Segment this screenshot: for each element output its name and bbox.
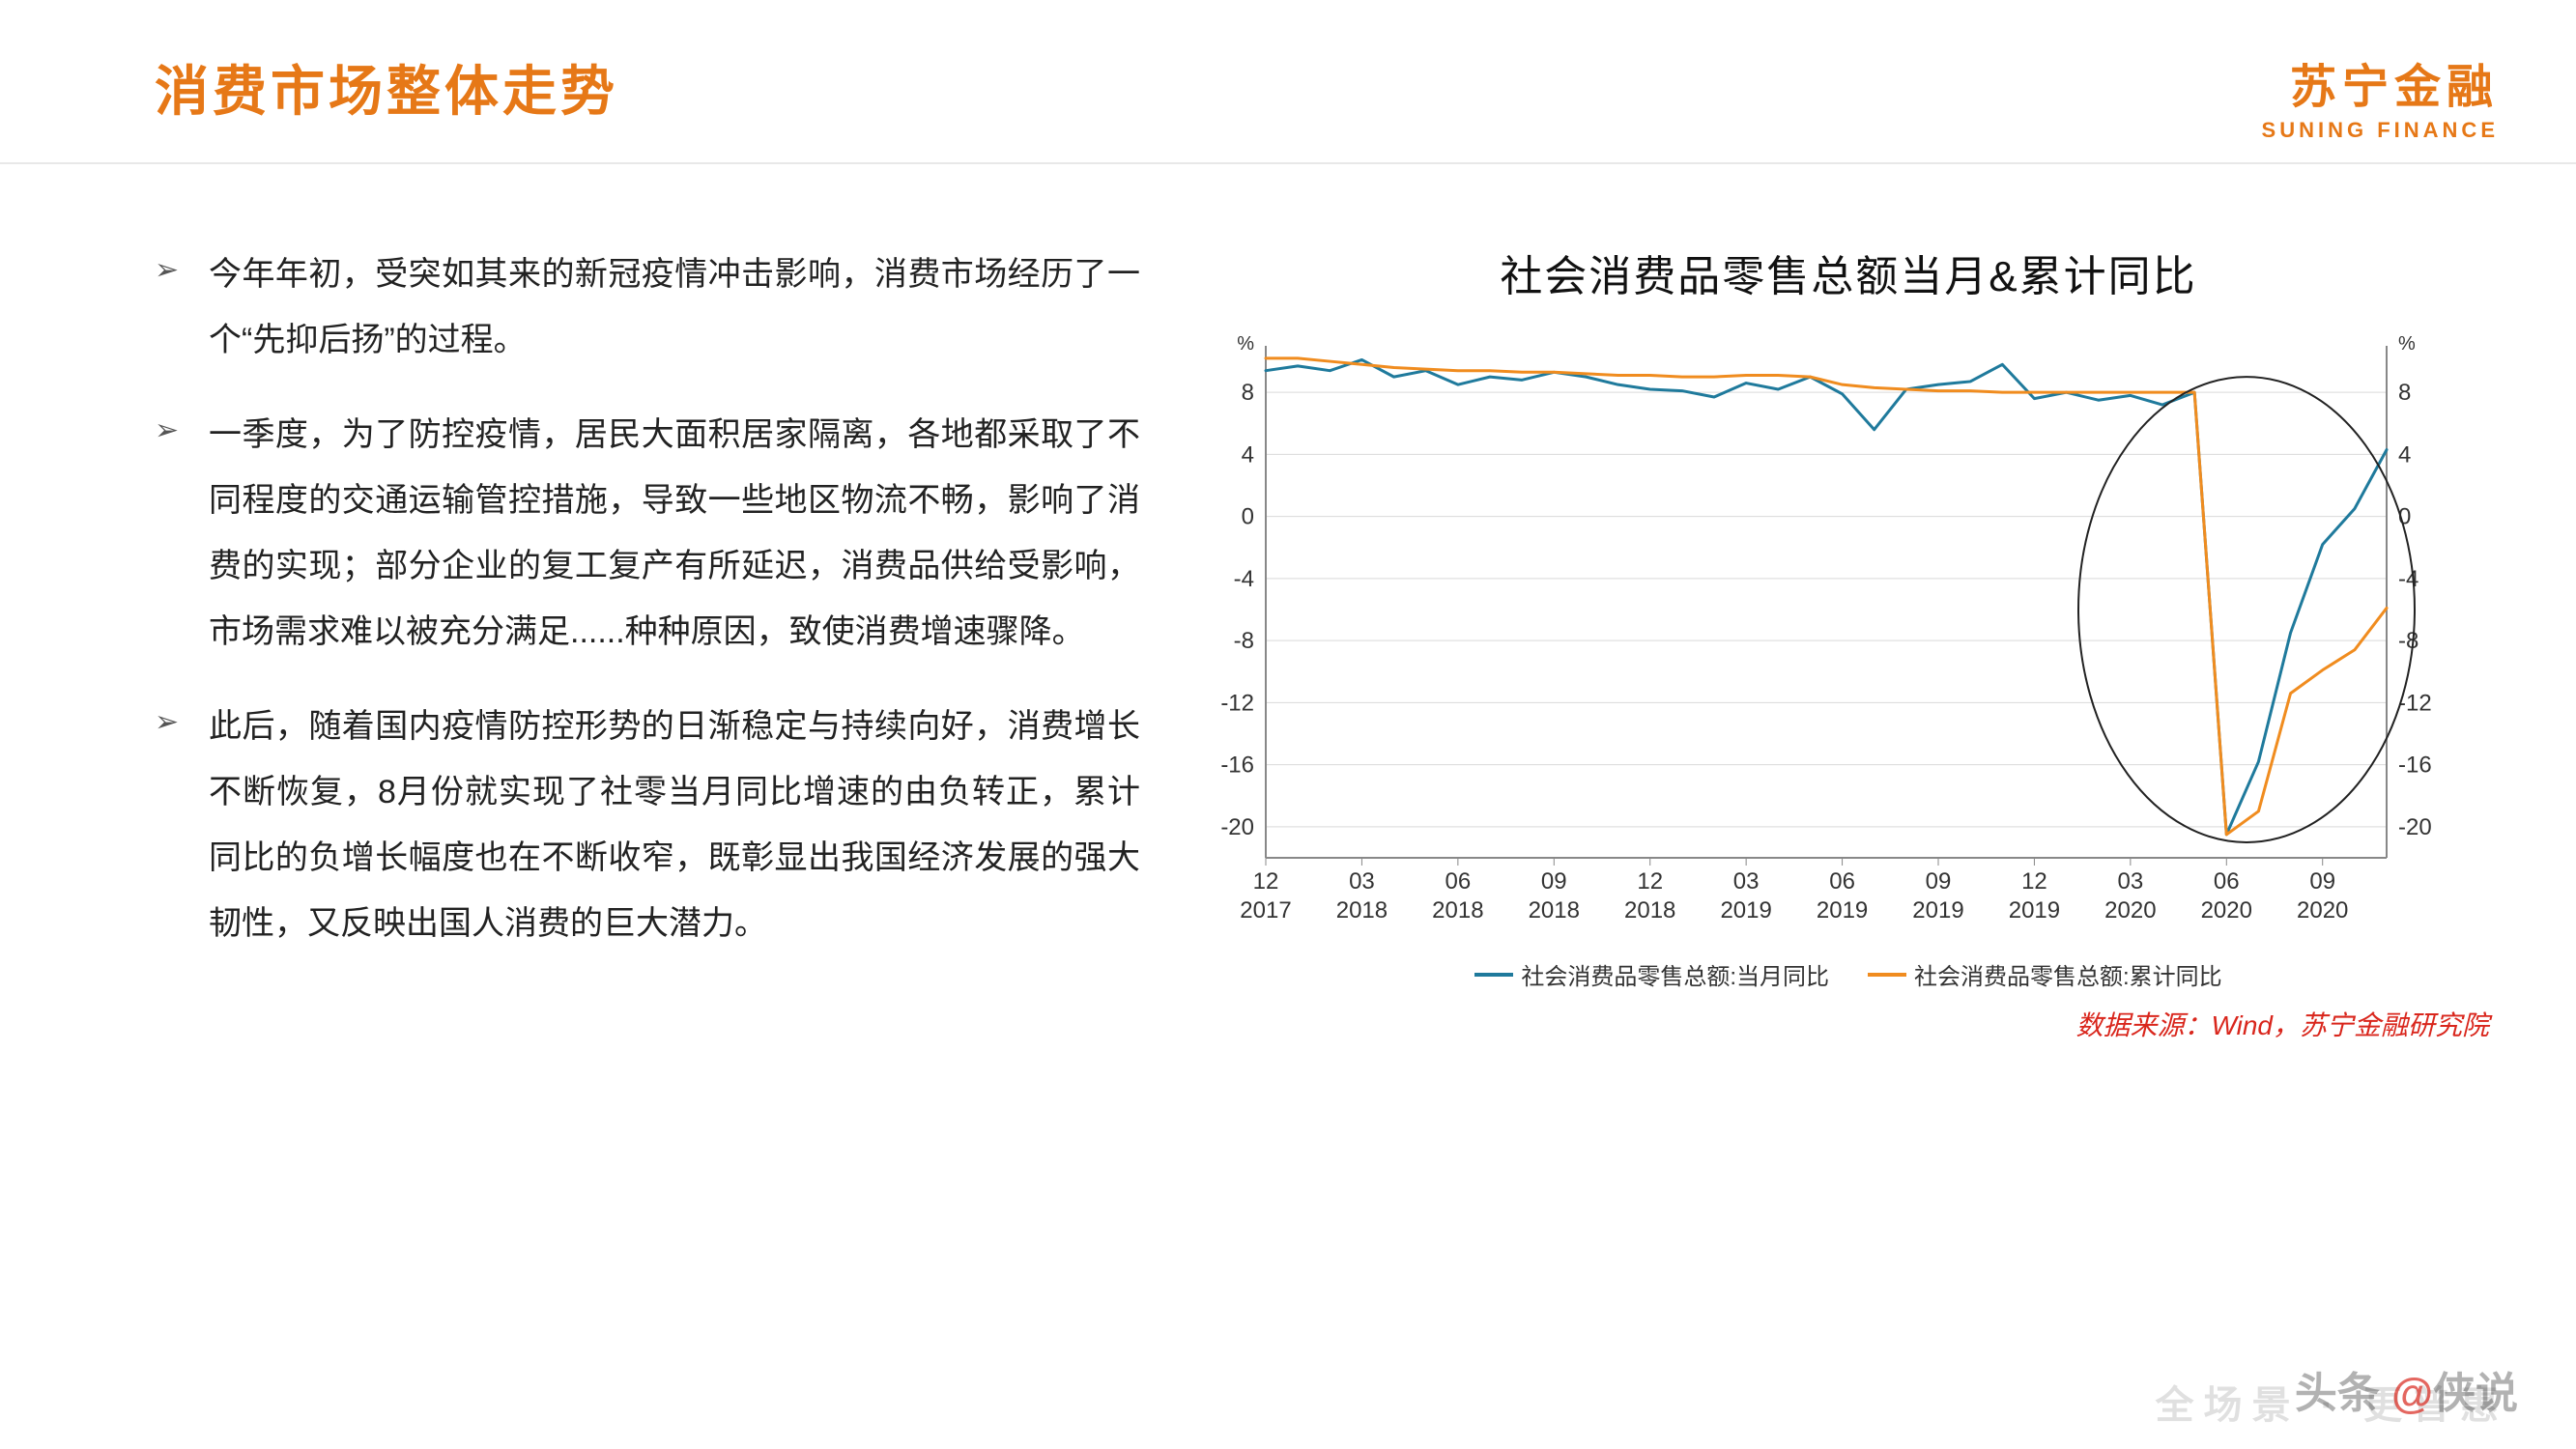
chart-title: 社会消费品零售总额当月&累计同比 xyxy=(1198,242,2499,303)
svg-text:-4: -4 xyxy=(2398,566,2419,592)
svg-text:06: 06 xyxy=(1829,868,1855,895)
legend-swatch xyxy=(1868,973,1906,977)
svg-text:2019: 2019 xyxy=(1912,897,1963,923)
svg-text:03: 03 xyxy=(1733,868,1760,895)
svg-text:2019: 2019 xyxy=(1817,897,1868,923)
svg-text:2018: 2018 xyxy=(1336,897,1388,923)
content-area: 今年年初，受突如其来的新冠疫情冲击影响，消费市场经历了一个“先抑后扬”的过程。 … xyxy=(0,164,2576,1043)
watermark-main: 头条 @侠说 xyxy=(2295,1358,2518,1420)
svg-text:06: 06 xyxy=(1445,868,1472,895)
legend-label: 社会消费品零售总额:当月同比 xyxy=(1521,957,1829,991)
svg-text:09: 09 xyxy=(1541,868,1567,895)
data-source: 数据来源：Wind，苏宁金融研究院 xyxy=(1198,1005,2499,1043)
brand-logo: 苏宁金融 SUNING FINANCE xyxy=(2262,48,2499,143)
svg-text:8: 8 xyxy=(1242,380,1254,406)
bullet-item: 一季度，为了防控疫情，居民大面积居家隔离，各地都采取了不同程度的交通运输管控措施… xyxy=(155,402,1140,665)
svg-text:2018: 2018 xyxy=(1432,897,1483,923)
legend-swatch xyxy=(1474,973,1513,977)
svg-text:2017: 2017 xyxy=(1240,897,1291,923)
chart-svg: 884400-4-4-8-8-12-12-16-16-20-20%%122017… xyxy=(1198,327,2454,945)
bullet-list: 今年年初，受突如其来的新冠疫情冲击影响，消费市场经历了一个“先抑后扬”的过程。 … xyxy=(155,242,1140,956)
svg-text:-20: -20 xyxy=(2398,814,2432,840)
svg-text:4: 4 xyxy=(1242,441,1254,468)
svg-text:2020: 2020 xyxy=(2297,897,2348,923)
svg-text:8: 8 xyxy=(2398,380,2411,406)
bullet-item: 此后，随着国内疫情防控形势的日渐稳定与持续向好，消费增长不断恢复，8月份就实现了… xyxy=(155,694,1140,956)
svg-text:2020: 2020 xyxy=(2201,897,2252,923)
svg-text:-16: -16 xyxy=(2398,753,2432,779)
svg-text:09: 09 xyxy=(2309,868,2335,895)
page-title: 消费市场整体走势 xyxy=(155,48,618,127)
text-column: 今年年初，受突如其来的新冠疫情冲击影响，消费市场经历了一个“先抑后扬”的过程。 … xyxy=(155,242,1140,1043)
svg-text:%: % xyxy=(1237,333,1254,355)
legend-item: 社会消费品零售总额:当月同比 xyxy=(1474,957,1829,991)
line-chart: 884400-4-4-8-8-12-12-16-16-20-20%%122017… xyxy=(1198,327,2499,950)
svg-text:4: 4 xyxy=(2398,441,2411,468)
svg-text:-8: -8 xyxy=(1234,628,1254,654)
svg-text:-16: -16 xyxy=(1220,753,1254,779)
legend-item: 社会消费品零售总额:累计同比 xyxy=(1868,957,2222,991)
svg-text:2018: 2018 xyxy=(1624,897,1675,923)
svg-text:2020: 2020 xyxy=(2104,897,2156,923)
svg-text:-8: -8 xyxy=(2398,628,2419,654)
svg-text:-4: -4 xyxy=(1234,566,1254,592)
svg-text:2018: 2018 xyxy=(1529,897,1580,923)
watermark-text-1: 头条 xyxy=(2295,1370,2391,1417)
svg-text:%: % xyxy=(2398,333,2416,355)
svg-text:12: 12 xyxy=(1637,868,1663,895)
svg-text:12: 12 xyxy=(2021,868,2047,895)
brand-logo-en: SUNING FINANCE xyxy=(2262,118,2499,143)
chart-legend: 社会消费品零售总额:当月同比 社会消费品零售总额:累计同比 xyxy=(1198,957,2499,991)
chart-column: 社会消费品零售总额当月&累计同比 884400-4-4-8-8-12-12-16… xyxy=(1198,242,2499,1043)
brand-logo-cn: 苏宁金融 xyxy=(2262,48,2499,116)
svg-text:-20: -20 xyxy=(1220,814,1254,840)
svg-text:09: 09 xyxy=(1926,868,1952,895)
bullet-item: 今年年初，受突如其来的新冠疫情冲击影响，消费市场经历了一个“先抑后扬”的过程。 xyxy=(155,242,1140,373)
header: 消费市场整体走势 苏宁金融 SUNING FINANCE xyxy=(0,0,2576,164)
svg-text:0: 0 xyxy=(1242,504,1254,530)
svg-text:12: 12 xyxy=(1253,868,1279,895)
svg-text:03: 03 xyxy=(1349,868,1375,895)
watermark-at: @ xyxy=(2391,1370,2433,1417)
svg-text:2019: 2019 xyxy=(1720,897,1771,923)
svg-text:-12: -12 xyxy=(1220,690,1254,716)
svg-text:2019: 2019 xyxy=(2009,897,2060,923)
svg-text:03: 03 xyxy=(2118,868,2144,895)
legend-label: 社会消费品零售总额:累计同比 xyxy=(1914,957,2222,991)
watermark-text-2: 侠说 xyxy=(2433,1370,2518,1417)
svg-text:06: 06 xyxy=(2214,868,2240,895)
